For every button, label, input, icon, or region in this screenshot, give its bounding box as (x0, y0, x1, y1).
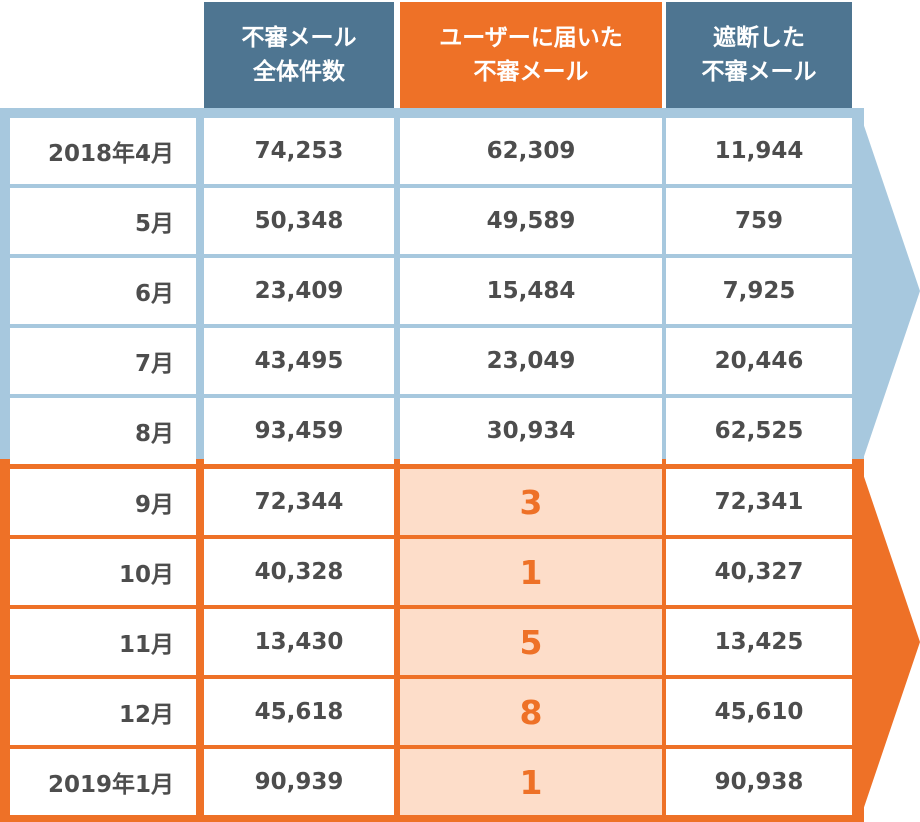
column-header-line1: ユーザーに届いた (439, 25, 623, 51)
delivered-cell: 1 (400, 539, 662, 605)
column-header-line2: 不審メール (473, 59, 589, 85)
delivered-cell: 8 (400, 679, 662, 745)
blocked-cell: 11,944 (666, 118, 852, 184)
column-header-line2: 不審メール (701, 59, 817, 85)
delivered-cell: 3 (400, 469, 662, 535)
total-cell: 43,495 (204, 328, 394, 394)
total-cell: 40,328 (204, 539, 394, 605)
column-header: 不審メール 全体件数 (204, 2, 394, 108)
group-arrow (858, 459, 920, 822)
blocked-cell: 40,327 (666, 539, 852, 605)
month-cell: 2018年4月 (10, 118, 196, 184)
month-cell: 12月 (10, 679, 196, 745)
column-header: ユーザーに届いた 不審メール (400, 2, 662, 108)
total-cell: 93,459 (204, 398, 394, 464)
delivered-cell: 1 (400, 749, 662, 815)
total-cell: 74,253 (204, 118, 394, 184)
blocked-cell: 45,610 (666, 679, 852, 745)
column-header-line2: 全体件数 (253, 59, 345, 85)
total-cell: 90,939 (204, 749, 394, 815)
total-cell: 50,348 (204, 188, 394, 254)
column-header-line1: 不審メール (241, 25, 357, 51)
group-arrow (858, 108, 920, 474)
blocked-cell: 72,341 (666, 469, 852, 535)
delivered-cell: 5 (400, 609, 662, 675)
month-cell: 2019年1月 (10, 749, 196, 815)
month-cell: 10月 (10, 539, 196, 605)
blocked-cell: 13,425 (666, 609, 852, 675)
column-header-line1: 遮断した (713, 25, 805, 51)
blocked-cell: 62,525 (666, 398, 852, 464)
month-cell: 5月 (10, 188, 196, 254)
column-header: 遮断した 不審メール (666, 2, 852, 108)
month-cell: 7月 (10, 328, 196, 394)
delivered-cell: 23,049 (400, 328, 662, 394)
month-cell: 9月 (10, 469, 196, 535)
delivered-cell: 62,309 (400, 118, 662, 184)
blocked-cell: 20,446 (666, 328, 852, 394)
total-cell: 72,344 (204, 469, 394, 535)
month-cell: 6月 (10, 258, 196, 324)
delivered-cell: 49,589 (400, 188, 662, 254)
month-cell: 8月 (10, 398, 196, 464)
month-cell: 11月 (10, 609, 196, 675)
delivered-cell: 30,934 (400, 398, 662, 464)
blocked-cell: 7,925 (666, 258, 852, 324)
blocked-cell: 759 (666, 188, 852, 254)
delivered-cell: 15,484 (400, 258, 662, 324)
total-cell: 13,430 (204, 609, 394, 675)
total-cell: 23,409 (204, 258, 394, 324)
blocked-cell: 90,938 (666, 749, 852, 815)
total-cell: 45,618 (204, 679, 394, 745)
